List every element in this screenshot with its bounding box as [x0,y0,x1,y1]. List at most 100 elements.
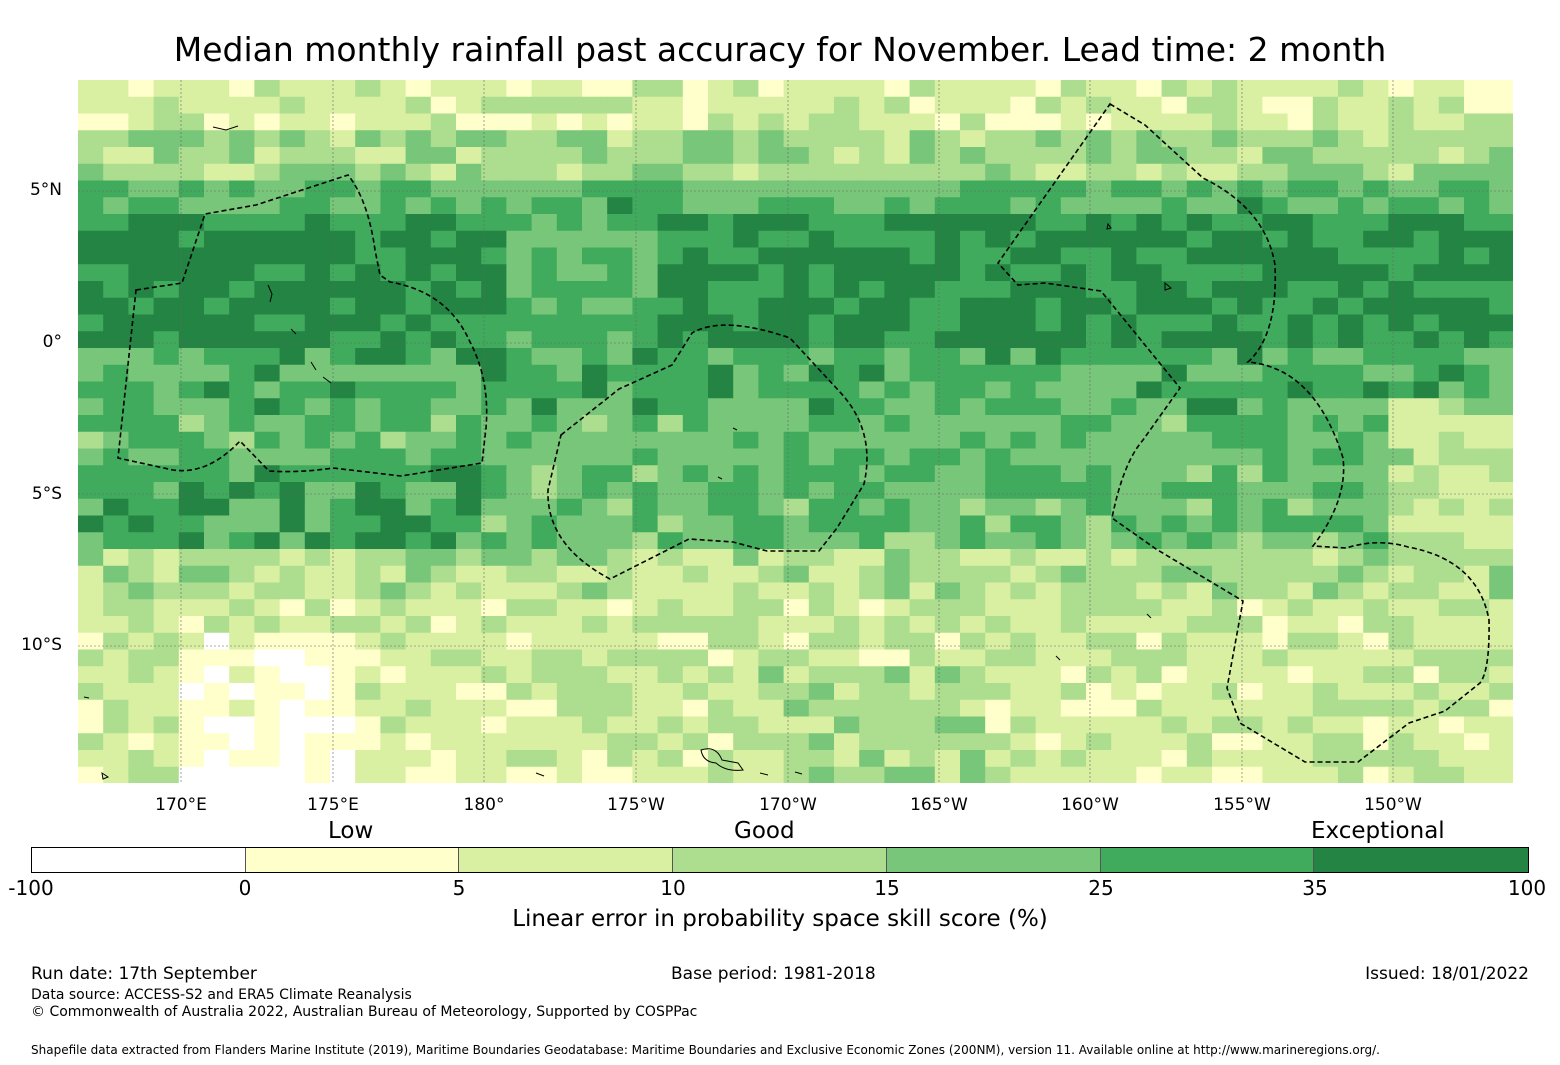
skill-cell [1312,666,1339,684]
skill-cell [254,163,281,181]
skill-cell [506,632,533,650]
skill-cell [1060,80,1087,98]
skill-cell [531,297,558,315]
eez-tokelau-samoa [547,324,868,580]
skill-cell [1237,147,1263,165]
skill-cell [330,264,356,282]
skill-cell [985,431,1011,449]
skill-cell [1186,699,1213,717]
skill-cell [1413,733,1440,751]
skill-cell [960,197,986,215]
skill-cell [758,80,785,98]
skill-cell [632,733,659,751]
skill-cell [380,616,407,634]
skill-cell [1262,230,1289,248]
skill-cell [531,163,558,181]
skill-cell [884,716,911,734]
skill-cell [1010,699,1037,717]
skill-cell [758,147,785,165]
skill-cell [229,482,255,500]
skill-cell [607,733,633,751]
skill-cell [304,180,331,198]
skill-cell [229,80,255,98]
skill-cell [808,431,835,449]
skill-cell [582,683,608,701]
skill-cell [808,649,835,667]
skill-cell [279,415,306,433]
skill-cell [1338,80,1364,98]
skill-cell [708,415,734,433]
skill-cell [1388,398,1415,416]
skill-cell [481,699,507,717]
skill-cell [355,582,381,600]
skill-cell [1161,599,1188,617]
skill-cell [758,750,785,768]
skill-cell [1010,381,1037,399]
skill-cell [884,448,911,466]
skill-cell [304,415,331,433]
skill-cell [758,96,785,114]
skill-cell [1438,230,1465,248]
skill-cell [909,364,936,382]
skill-cell [405,113,432,131]
skill-cell [229,230,255,248]
skill-cell [582,431,608,449]
skill-cell [279,532,306,550]
skill-cell [960,549,986,567]
skill-cell [355,431,381,449]
skill-cell [405,147,432,165]
skill-cell [607,716,633,734]
skill-cell [1035,331,1062,349]
skill-cell [456,80,482,98]
skill-cell [1312,180,1339,198]
skill-cell [1212,247,1238,265]
skill-cell [1464,96,1490,114]
skill-cell [254,281,281,299]
skill-cell [1035,599,1062,617]
skill-cell [607,666,633,684]
skill-cell [103,247,129,265]
skill-cell [884,565,911,583]
skill-cell [909,632,936,650]
skill-cell [380,80,407,98]
skill-cell [405,331,432,349]
skill-cell [506,666,533,684]
skill-cell [1464,465,1490,483]
skill-cell [632,80,659,98]
skill-cell [834,565,860,583]
skill-cell [1060,180,1087,198]
skill-cell [254,683,281,701]
skill-cell [1212,649,1238,667]
skill-cell [380,649,407,667]
skill-cell [834,331,860,349]
skill-cell [834,666,860,684]
skill-cell [632,616,659,634]
skill-cell [456,532,482,550]
skill-cell [456,230,482,248]
skill-cell [1312,683,1339,701]
skill-cell [78,314,104,332]
lon-label-165w: 165°W [910,795,968,815]
skill-cell [430,582,457,600]
skill-cell [682,130,709,148]
skill-cell [531,331,558,349]
skill-cell [254,381,281,399]
skill-cell [1060,113,1087,131]
skill-cell [708,80,734,98]
skill-cell [254,230,281,248]
skill-cell [380,247,407,265]
skill-cell [607,683,633,701]
skill-cell [985,465,1011,483]
skill-cell [1161,699,1188,717]
skill-cell [1262,431,1289,449]
skill-cell [934,214,961,232]
skill-cell [682,565,709,583]
skill-cell [229,683,255,701]
skill-cell [960,415,986,433]
skill-cell [783,297,810,315]
skill-cell [607,230,633,248]
skill-cell [1186,465,1213,483]
skill-cell [1464,431,1490,449]
skill-cell [1136,482,1163,500]
skill-cell [1010,666,1037,684]
